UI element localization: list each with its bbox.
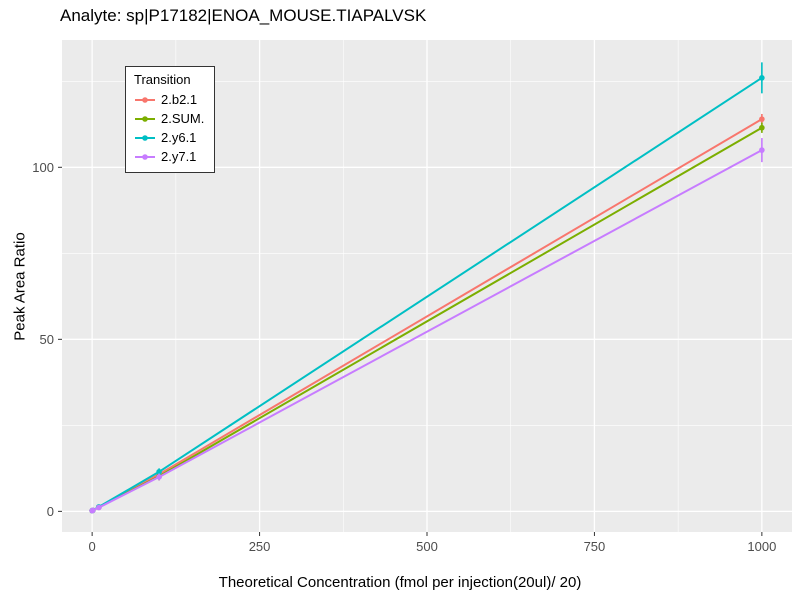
legend-key-point	[142, 153, 148, 160]
legend-item-label: 2.SUM.	[161, 111, 205, 126]
x-tick-label: 250	[249, 539, 271, 554]
legend-key-point	[142, 96, 148, 103]
data-point	[96, 504, 102, 511]
legend-key-glyph	[135, 96, 155, 103]
legend-key-glyph	[135, 115, 155, 122]
x-axis-label: Theoretical Concentration (fmol per inje…	[218, 574, 582, 591]
x-tick-label: 1000	[747, 539, 776, 554]
legend-item-label: 2.y6.1	[161, 130, 197, 145]
data-point	[759, 147, 765, 153]
legend-item: 2.b2.1	[134, 90, 204, 109]
chart-title: Analyte: sp|P17182|ENOA_MOUSE.TIAPALVSK	[60, 6, 427, 25]
legend-key-glyph	[135, 134, 155, 141]
legend-items: 2.b2.1 2.SUM. 2.y6.1 2.y7.1	[134, 90, 204, 166]
x-tick-label: 750	[584, 539, 606, 554]
y-tick-label: 50	[40, 332, 54, 347]
data-point	[156, 474, 162, 480]
legend-item-label: 2.y7.1	[161, 149, 197, 164]
legend-item-label: 2.b2.1	[161, 92, 198, 107]
legend: Transition 2.b2.1 2.SUM. 2.y6.1 2.y7.1	[125, 66, 216, 173]
data-point	[759, 75, 765, 81]
legend-item: 2.SUM.	[134, 109, 204, 128]
data-point	[759, 116, 765, 122]
legend-title: Transition	[134, 72, 191, 87]
data-point	[90, 507, 96, 514]
y-tick-label: 100	[32, 160, 54, 175]
y-tick-label: 0	[47, 504, 54, 519]
x-tick-label: 500	[416, 539, 438, 554]
data-point	[759, 124, 765, 131]
legend-key-point	[142, 115, 148, 122]
x-tick-label: 0	[89, 539, 96, 554]
legend-key-point	[142, 134, 148, 141]
data-point	[156, 468, 162, 475]
legend-item: 2.y7.1	[134, 147, 204, 166]
legend-item: 2.y6.1	[134, 128, 204, 147]
legend-key-glyph	[135, 153, 155, 160]
